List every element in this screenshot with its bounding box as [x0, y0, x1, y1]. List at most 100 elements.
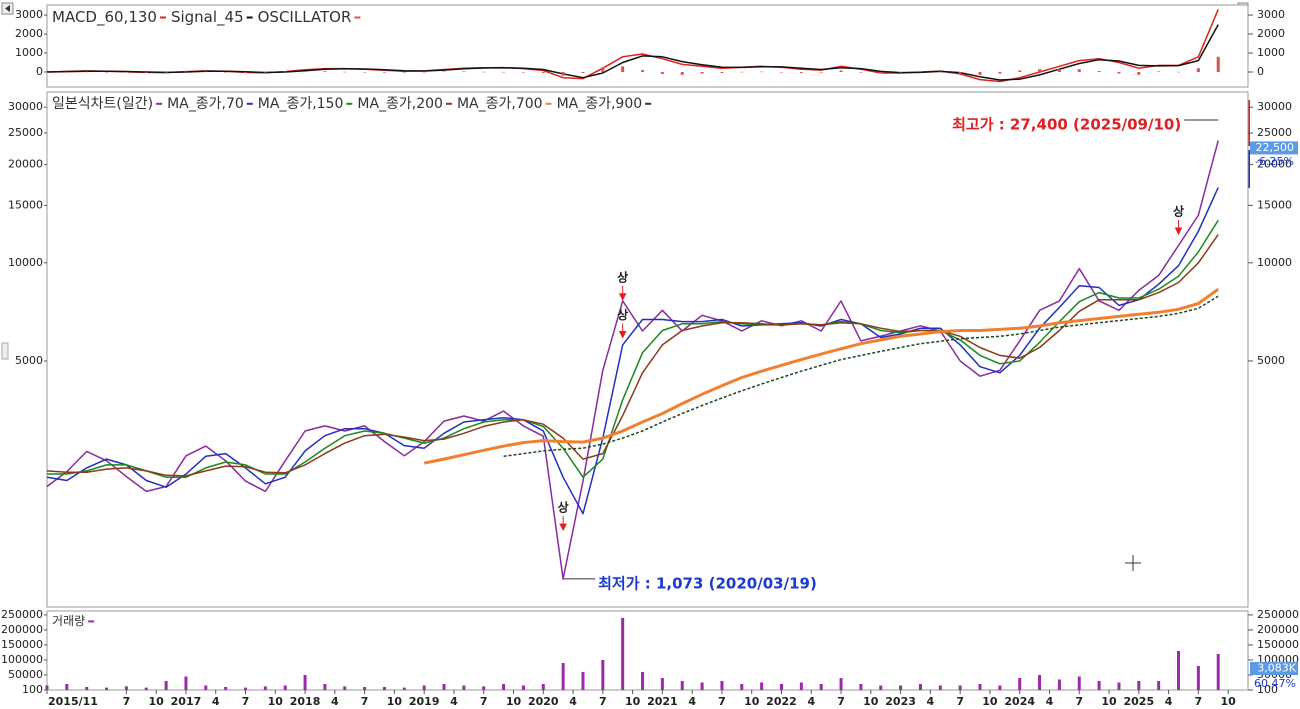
bar — [283, 71, 287, 73]
x-tick-label: 4 — [331, 695, 339, 708]
bar — [641, 70, 645, 73]
bar — [204, 71, 208, 73]
marker-arrow — [618, 323, 627, 339]
bar — [1057, 679, 1061, 690]
x-tick-label: 2015/11 — [48, 695, 98, 708]
bar — [1216, 653, 1220, 690]
bar — [323, 683, 327, 690]
bar — [65, 71, 69, 73]
x-tick-label: 7 — [956, 695, 964, 708]
bar — [502, 683, 506, 690]
bar — [760, 682, 764, 690]
bar — [760, 71, 764, 73]
bar — [85, 71, 89, 73]
x-tick-label: 7 — [361, 695, 369, 708]
bar — [244, 687, 248, 690]
marker-label: 상 — [558, 500, 569, 515]
x-tick-label: 2017 — [171, 695, 202, 708]
x-tick-label: 4 — [569, 695, 577, 708]
bar — [462, 685, 466, 690]
series-line — [46, 234, 1219, 477]
y-tick-label: 250000 — [1, 608, 43, 621]
y-tick-label: 100000 — [1, 653, 43, 666]
bar — [938, 71, 942, 73]
bar — [1077, 69, 1081, 73]
bar — [1038, 69, 1042, 73]
volume-change: 60.47% — [1254, 677, 1296, 690]
bar — [1018, 70, 1022, 73]
x-tick-label: 2019 — [409, 695, 440, 708]
bar — [641, 671, 645, 690]
bar — [561, 662, 565, 690]
bar — [164, 72, 168, 73]
bar — [1157, 680, 1161, 690]
bar — [859, 683, 863, 690]
legend-label: MA_종가,700 — [457, 96, 543, 112]
bar — [621, 66, 625, 73]
x-tick-label: 10 — [982, 695, 998, 708]
x-tick-label: 2025 — [1124, 695, 1155, 708]
y-tick-label-right: 20000 — [1257, 158, 1292, 171]
change-label: -6.25% — [1255, 155, 1294, 168]
bar — [839, 677, 843, 690]
bar — [224, 686, 228, 690]
y-tick-label-right: 1000 — [1257, 46, 1285, 59]
bar — [680, 72, 684, 75]
y-tick-label-right: 30000 — [1257, 100, 1292, 113]
y-tick-label-right: 250000 — [1257, 608, 1299, 621]
y-tick-label: 200000 — [1, 623, 43, 636]
y-tick-label: 3000 — [15, 8, 43, 21]
bar — [1038, 674, 1042, 690]
bar — [1077, 676, 1081, 690]
bar — [938, 685, 942, 690]
bar — [779, 72, 783, 73]
x-tick-label: 10 — [149, 695, 165, 708]
x-tick-label: 2023 — [885, 695, 916, 708]
bar — [482, 686, 486, 690]
bar — [1137, 680, 1141, 690]
bar — [1196, 68, 1200, 73]
bar — [541, 72, 545, 73]
bar — [244, 72, 248, 73]
bar — [363, 686, 367, 690]
bar — [740, 71, 744, 73]
y-tick-label-right: 25000 — [1257, 126, 1292, 139]
bar — [1196, 665, 1200, 690]
x-tick-label: 4 — [1165, 695, 1173, 708]
bar — [978, 683, 982, 690]
marker-arrow — [559, 516, 567, 532]
volume-label: 3,083K — [1257, 662, 1296, 675]
bar — [303, 71, 307, 73]
marker-label: 상 — [1173, 204, 1184, 219]
marker-label: 상 — [617, 269, 628, 284]
side-handle[interactable] — [1, 342, 9, 360]
x-tick-label: 10 — [744, 695, 760, 708]
bar — [1117, 72, 1121, 74]
bar — [124, 686, 128, 690]
x-tick-label: 4 — [1046, 695, 1054, 708]
bar — [819, 683, 823, 690]
y-tick-label: 2000 — [15, 27, 43, 40]
x-tick-label: 7 — [480, 695, 488, 708]
bar — [799, 682, 803, 690]
series-line — [46, 24, 1219, 81]
bar — [45, 685, 49, 690]
panel-frame — [46, 610, 1249, 691]
y-tick-label: 10000 — [8, 256, 43, 269]
bar — [283, 685, 287, 690]
bar — [779, 683, 783, 690]
legend-label: MA_종가,900 — [557, 96, 643, 112]
bar — [521, 72, 525, 73]
callout-label: 최고가 : 27,400 (2025/09/10) — [952, 116, 1181, 134]
x-tick-label: 10 — [387, 695, 403, 708]
bar — [740, 683, 744, 690]
bar — [541, 683, 545, 690]
x-tick-label: 2020 — [528, 695, 559, 708]
bar — [224, 72, 228, 73]
y-tick-label-right: 100 — [1257, 683, 1278, 696]
bar — [720, 680, 724, 690]
bar — [323, 71, 327, 73]
bar — [363, 72, 367, 73]
bar — [978, 72, 982, 75]
bar — [879, 685, 883, 690]
